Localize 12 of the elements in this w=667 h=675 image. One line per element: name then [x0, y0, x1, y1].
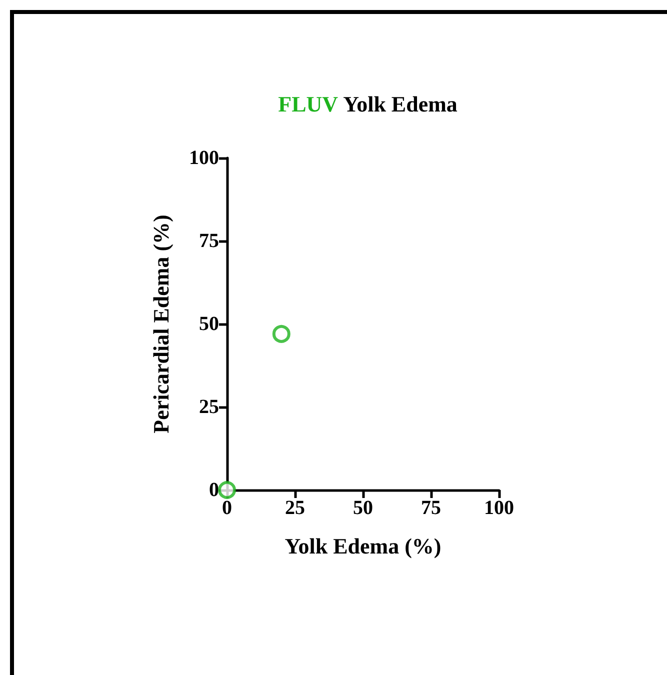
- x-axis-title: Yolk Edema (%): [284, 534, 442, 558]
- chart-title: FLUV Yolk Edema: [278, 92, 458, 116]
- y-tick-label: 25: [199, 396, 219, 418]
- y-axis-title: Pericardial Edema (%): [148, 214, 174, 434]
- y-tick-label: 100: [189, 147, 219, 169]
- x-tick-label: 100: [484, 497, 514, 519]
- y-tick-label: 0: [209, 479, 219, 501]
- x-tick-label: 75: [421, 497, 441, 519]
- y-tick-label: 50: [199, 313, 219, 335]
- x-tick-label: 25: [285, 497, 305, 519]
- x-tick-label: 50: [353, 497, 373, 519]
- y-tick-label: 75: [199, 230, 219, 252]
